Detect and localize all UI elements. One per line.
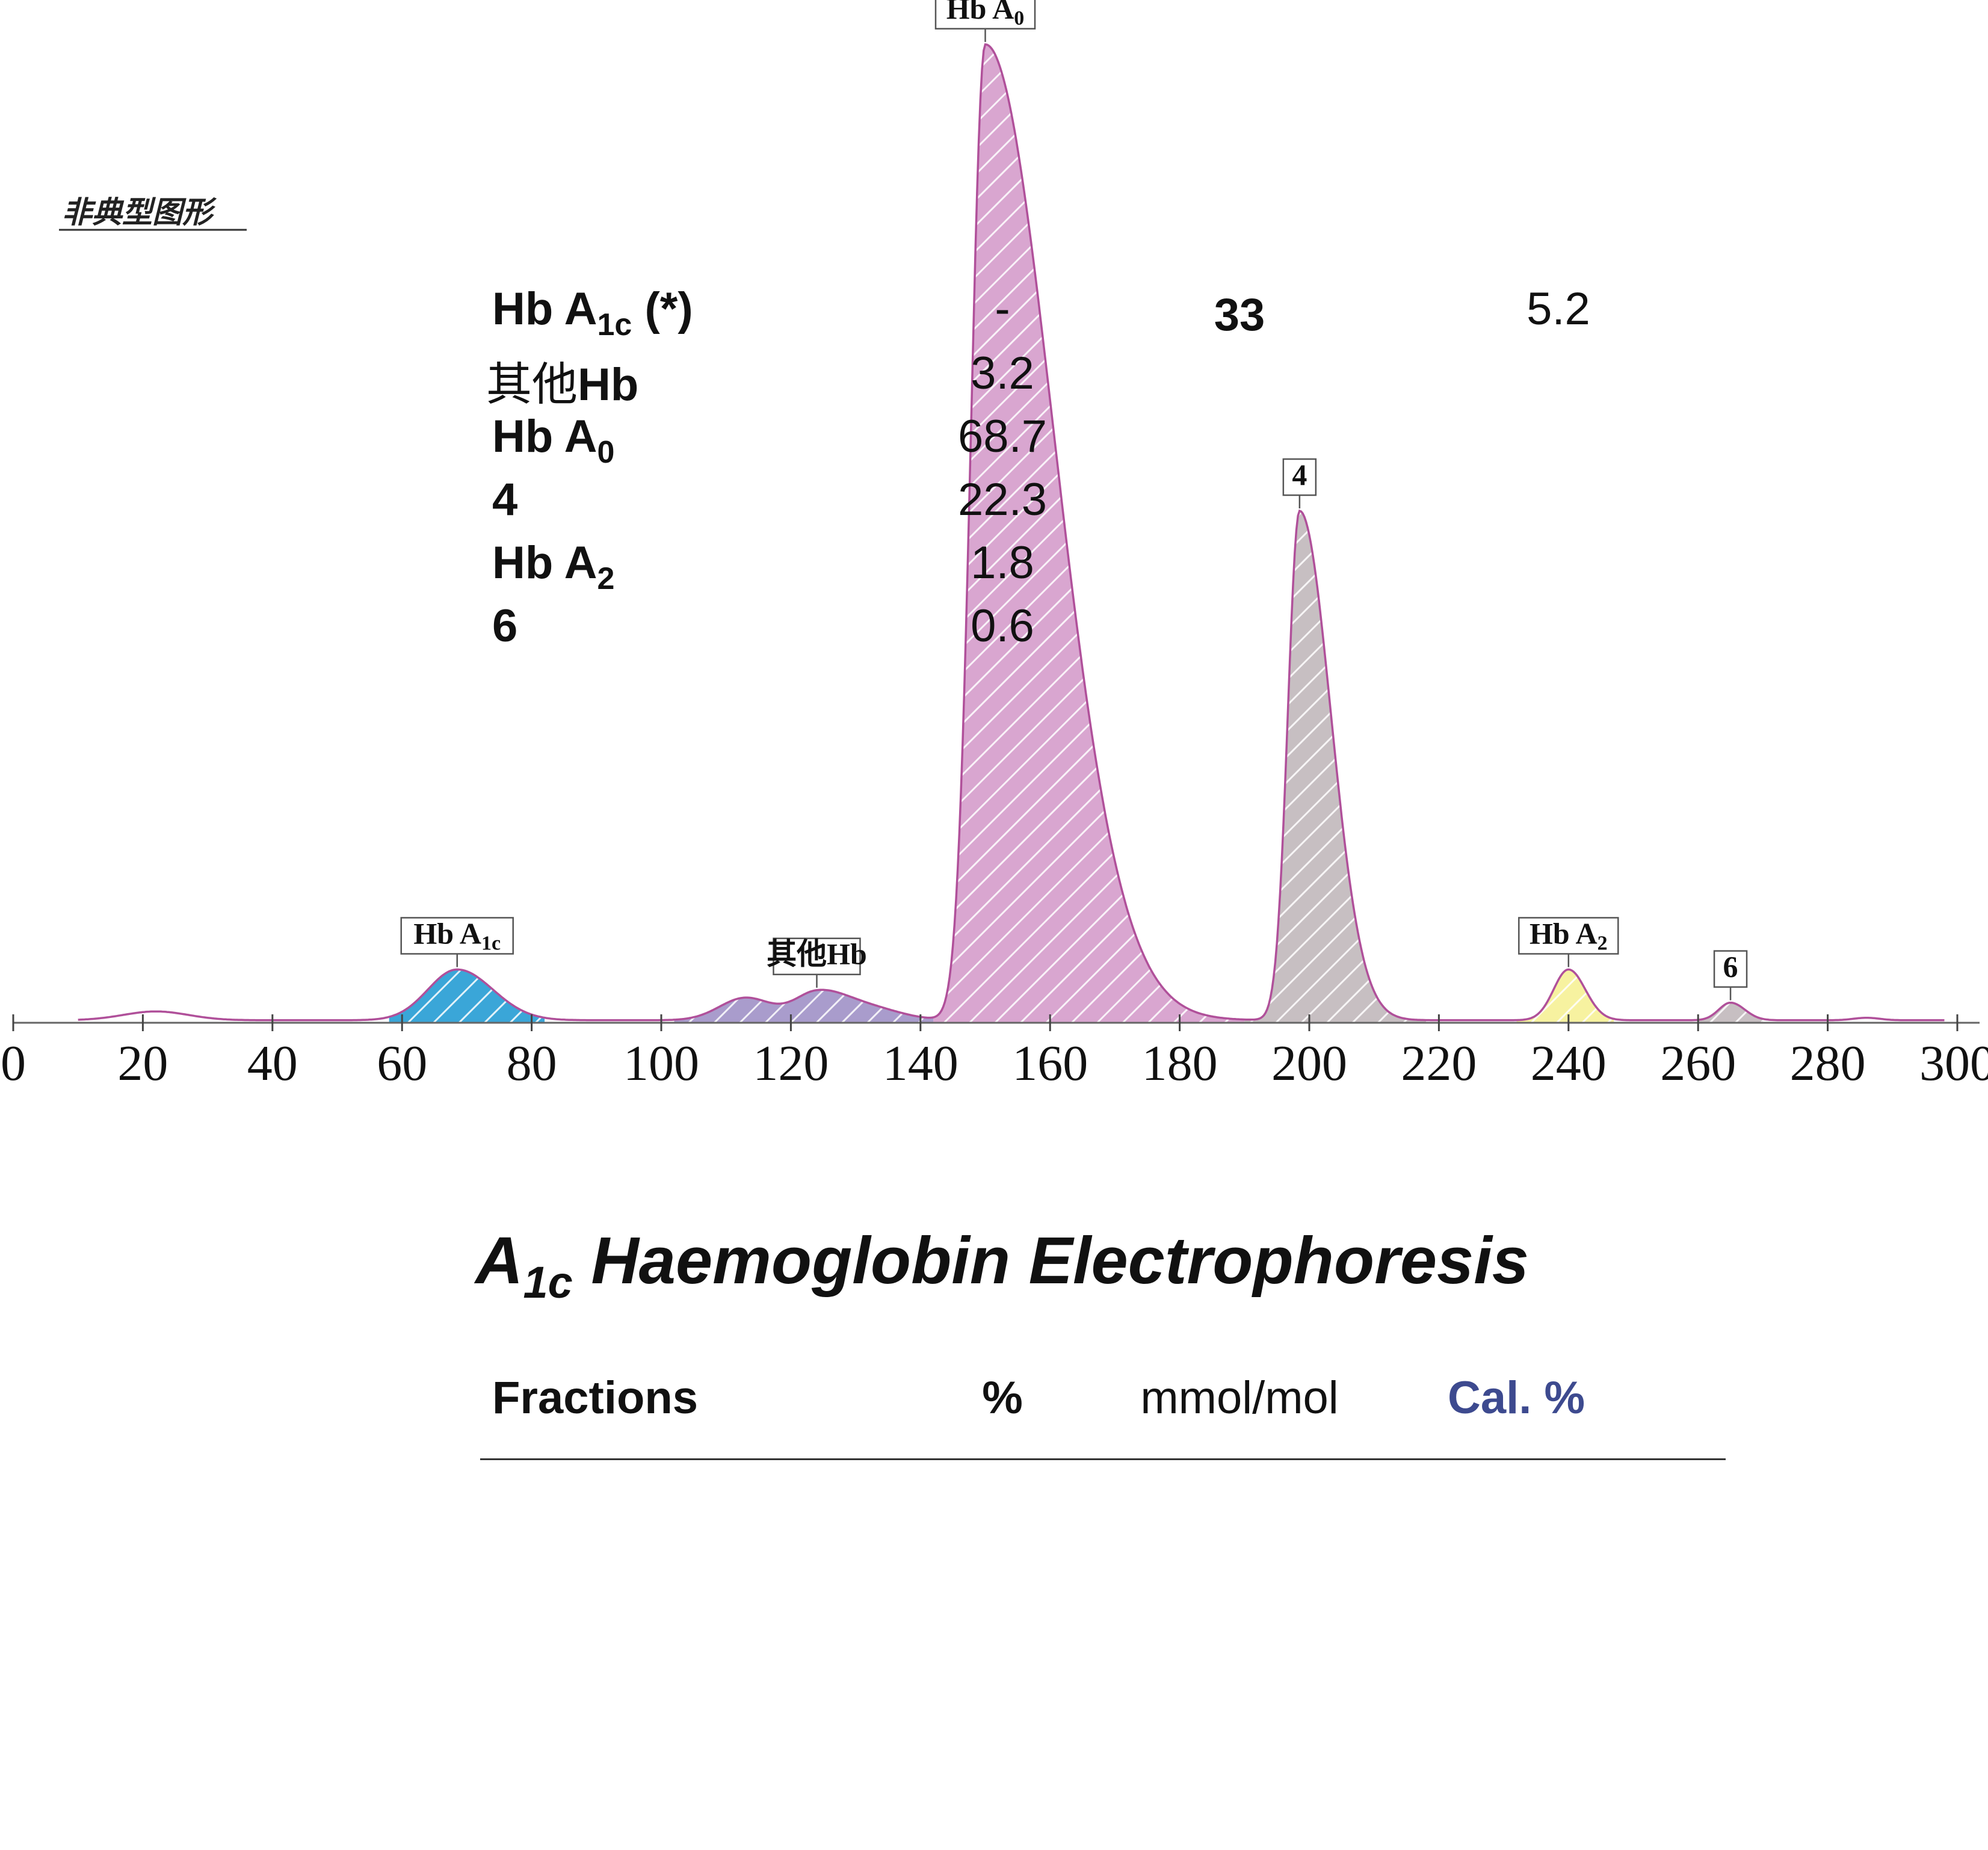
- peak-hatch-hb-a2: [1516, 969, 1614, 1023]
- peak-label-text: Hb A2: [1530, 916, 1608, 954]
- fraction-percent: 3.2: [971, 348, 1034, 399]
- peak-hatch-hb-a1c: [389, 969, 545, 1023]
- fraction-name: 6: [492, 600, 518, 652]
- peak-hatch-hb-a0: [933, 44, 1245, 1023]
- x-tick-label: 20: [117, 1035, 168, 1091]
- x-tick-label: 100: [623, 1035, 699, 1091]
- header-cal-percent: Cal. %: [1447, 1372, 1585, 1423]
- atypical-pattern-note: 非典型图形: [62, 194, 217, 230]
- x-tick-label: 0: [1, 1035, 26, 1091]
- peak-label-text: Hb A0: [946, 0, 1025, 29]
- fraction-name: Hb A1c (*): [492, 283, 693, 342]
- peak-label-box: [1518, 917, 1619, 955]
- peak-hatch-4: [1244, 511, 1426, 1023]
- trace-curve: [78, 43, 1945, 1022]
- peak-label-text: 6: [1723, 950, 1738, 984]
- header-percent: %: [982, 1372, 1023, 1423]
- fraction-percent: 1.8: [971, 537, 1034, 588]
- peak-label-text: 其他Hb: [767, 937, 867, 971]
- header-fractions: Fractions: [492, 1372, 699, 1423]
- header-divider: [480, 1458, 1726, 1460]
- peak-label: 6: [1713, 950, 1748, 1001]
- report-panel: A1c Haemoglobin Electrophoresis Fraction…: [0, 283, 1988, 1850]
- fraction-mmol: 33: [1214, 289, 1265, 341]
- peak-label-box: [773, 937, 861, 975]
- fraction-percent: -: [995, 283, 1010, 335]
- x-tick-label: 180: [1142, 1035, 1218, 1091]
- peak-label: 其他Hb: [767, 937, 867, 988]
- peak-hatch-other-hb: [674, 990, 934, 1023]
- x-tick-label: 300: [1919, 1035, 1988, 1091]
- x-tick-label: 240: [1531, 1035, 1607, 1091]
- peak-label-box: [934, 0, 1036, 30]
- x-tick-label: 40: [247, 1035, 298, 1091]
- report-title: A1c Haemoglobin Electrophoresis: [475, 1224, 1529, 1307]
- peak-label-box: [1713, 950, 1748, 988]
- x-axis: 0 20 40 60 80 100 120 140 160 180 200 220 240 260 280 3…: [1, 1014, 1988, 1091]
- fraction-percent: 0.6: [971, 600, 1034, 652]
- x-tick-label: 60: [377, 1035, 427, 1091]
- peak-fills: [389, 44, 1763, 1023]
- fraction-name: 4: [492, 474, 518, 525]
- peak-label-text: 4: [1292, 458, 1307, 492]
- x-tick-label: 160: [1012, 1035, 1088, 1091]
- x-tick-label: 280: [1790, 1035, 1866, 1091]
- peak-label: 4: [1282, 458, 1317, 509]
- peak-label: Hb A0: [934, 0, 1036, 42]
- peak-hatch-6: [1698, 1002, 1763, 1023]
- fraction-percent: 22.3: [958, 474, 1047, 525]
- fraction-percent: 68.7: [958, 411, 1047, 462]
- fraction-name: Hb A2: [492, 537, 615, 596]
- x-tick-label: 140: [883, 1035, 958, 1091]
- peak-label: Hb A1c: [400, 916, 514, 967]
- header-mmol: mmol/mol: [1140, 1372, 1339, 1423]
- x-tick-label: 220: [1401, 1035, 1477, 1091]
- fraction-name: Hb A0: [492, 411, 615, 470]
- peak-label-box: [1282, 458, 1317, 496]
- peak-label-box: [400, 917, 514, 955]
- x-tick-label: 120: [753, 1035, 829, 1091]
- peak-label: Hb A2: [1518, 916, 1619, 967]
- x-tick-label: 80: [507, 1035, 557, 1091]
- electrophoresis-chart: 非典型图形 0 20 40 60 80 100 120 140 160 180 200 220 240 2…: [1, 0, 1988, 1091]
- fraction-cal-percent: 5.2: [1526, 283, 1590, 335]
- x-tick-label: 260: [1660, 1035, 1736, 1091]
- x-tick-label: 200: [1271, 1035, 1347, 1091]
- fraction-name: 其他Hb: [486, 359, 639, 410]
- trace-line: [78, 43, 1945, 1022]
